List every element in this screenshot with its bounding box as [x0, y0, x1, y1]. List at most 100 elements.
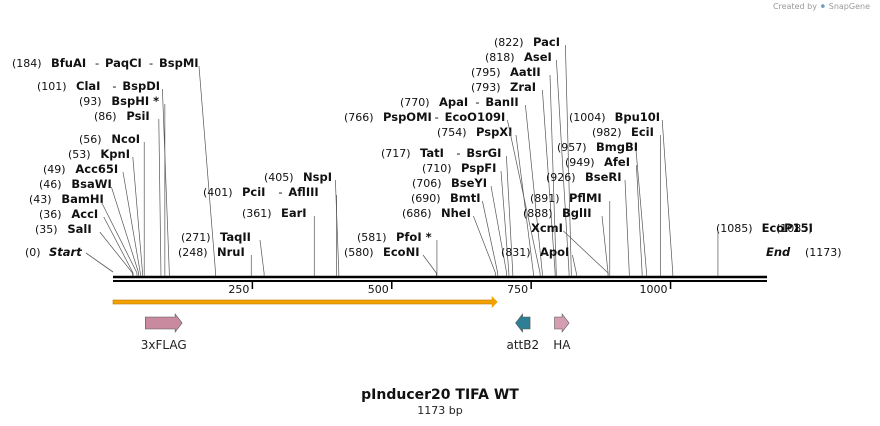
site-separator: -	[95, 56, 99, 70]
site-name: ZraI	[510, 80, 536, 94]
site-position: (43)	[29, 193, 52, 206]
site-ncoi[interactable]: (56) NcoI	[79, 132, 145, 276]
snapgene-logo: ⚫	[819, 2, 827, 11]
site-acc65i[interactable]: (49) Acc65I	[43, 162, 141, 276]
site-name: PspFI	[461, 161, 496, 175]
site-apai[interactable]: (770) ApaI - BanII	[400, 95, 543, 276]
site-leader	[636, 164, 643, 274]
site-name: BseRI	[585, 170, 622, 184]
site-leader	[635, 149, 647, 274]
site-name: EcoNI	[383, 245, 419, 259]
site-bfuai[interactable]: (184) BfuAI - PaqCI - BspMI	[12, 56, 216, 276]
site-name: EcoP15I	[762, 221, 813, 235]
site-position: (888)	[523, 207, 553, 220]
site-position: (36)	[39, 208, 62, 221]
sequence-backbone	[113, 275, 767, 282]
site-name: PflMI	[569, 191, 602, 205]
site-separator: -	[475, 95, 479, 109]
site-position: (706)	[412, 177, 442, 190]
site-taqii[interactable]: (271) TaqII	[181, 230, 265, 276]
site-tati[interactable]: (717) TatI - BsrGI	[381, 146, 514, 276]
site-position: (822)	[494, 36, 524, 49]
site-name: PsiI	[126, 109, 149, 123]
site-name: TaqII	[220, 230, 251, 244]
site-bmgbi[interactable]: (957) BmgBI	[557, 140, 647, 276]
site-asei[interactable]: (818) AseI	[485, 50, 570, 276]
site-bsawi[interactable]: (46) BsaWI	[39, 177, 139, 276]
site-name: NcoI	[111, 132, 140, 146]
site-leader	[473, 215, 496, 274]
site-position: (1085)	[716, 222, 753, 235]
site-bmti[interactable]: (690) BmtI	[411, 191, 499, 276]
site-pfoi[interactable]: (581) PfoI *	[357, 230, 438, 276]
site-name: NheI	[441, 206, 471, 220]
site-pcii[interactable]: (401) PciI - AflIII	[203, 185, 337, 276]
site-name: BmtI	[450, 191, 481, 205]
site-position: (35)	[35, 223, 58, 236]
site-position: (405)	[264, 171, 294, 184]
site-clai[interactable]: (101) ClaI - BspDI	[37, 79, 170, 276]
feature-3xflag[interactable]	[145, 313, 183, 333]
site-leader	[101, 201, 138, 274]
site-leader	[601, 215, 609, 274]
site-ecii[interactable]: (982) EciI	[592, 125, 661, 276]
site-position: (271)	[181, 231, 211, 244]
site-nspi[interactable]: (405) NspI	[264, 170, 340, 276]
site-aatii[interactable]: (795) AatII	[471, 65, 557, 276]
start-leader	[85, 252, 114, 273]
site-pspfi[interactable]: (710) PspFI	[422, 161, 510, 276]
site-ecop15i[interactable]: (1085) EcoP15I(1085)	[716, 221, 813, 276]
site-bseyi[interactable]: (706) BseYI	[412, 176, 507, 276]
site-name: AseI	[524, 50, 552, 64]
site-position: (982)	[592, 126, 622, 139]
site-position: (401)	[203, 186, 233, 199]
site-separator: -	[435, 110, 439, 124]
features-track: 3xFLAG attB2 HA	[141, 313, 571, 352]
site-bamhi[interactable]: (43) BamHI	[29, 192, 138, 276]
site-sali[interactable]: (35) SalI	[35, 222, 133, 276]
site-position: (580)	[344, 246, 374, 259]
site-leader	[507, 119, 541, 274]
feature-ha[interactable]	[554, 313, 570, 333]
site-econi[interactable]: (580) EcoNI	[344, 245, 437, 276]
site-pflmi[interactable]: (891) PflMI	[530, 191, 611, 276]
site-nhei[interactable]: (686) NheI	[402, 206, 496, 276]
site-name: AfeI	[604, 155, 630, 169]
site-pspxi[interactable]: (754) PspXI	[437, 125, 534, 276]
feature-attb2[interactable]	[515, 313, 531, 333]
enzyme-sites: (184) BfuAI - PaqCI - BspMI(101) ClaI - BspDI(93…	[12, 35, 813, 276]
site-acci[interactable]: (36) AccI	[39, 207, 134, 276]
site-alias: EcoO109I	[445, 110, 506, 124]
site-name: BmgBI	[596, 140, 638, 154]
site-position: (831)	[501, 246, 531, 259]
site-bsphi[interactable]: (93) BspHI *	[79, 94, 166, 276]
site-position: (795)	[471, 66, 501, 79]
site-eari[interactable]: (361) EarI	[242, 206, 315, 276]
site-apoi[interactable]: (831) ApoI	[501, 245, 577, 276]
site-leader	[525, 104, 543, 274]
site-name: EarI	[281, 206, 307, 220]
site-name: BsaWI	[71, 177, 111, 191]
site-name: KpnI	[100, 147, 130, 161]
site-leader	[556, 59, 570, 274]
site-leader	[542, 89, 556, 274]
end-position: (1173)	[805, 246, 842, 259]
site-paci[interactable]: (822) PacI	[494, 35, 572, 276]
orf-track[interactable]	[112, 296, 498, 308]
site-bglii[interactable]: (888) BglII	[523, 206, 609, 276]
site-kpni[interactable]: (53) KpnI	[68, 147, 143, 276]
site-separator: -	[278, 185, 282, 199]
site-xcmi[interactable]: XcmI	[531, 221, 609, 276]
site-afei[interactable]: (949) AfeI	[565, 155, 643, 276]
site-nrui[interactable]: (248) NruI	[178, 245, 252, 276]
site-bpu10i[interactable]: (1004) Bpu10I	[569, 110, 674, 276]
site-pspomi[interactable]: (766) PspOMI - EcoO109I	[344, 110, 541, 276]
map-title: pInducer20 TIFA WT	[361, 387, 519, 403]
site-bseri[interactable]: (926) BseRI	[546, 170, 630, 276]
site-psii[interactable]: (86) PsiI	[94, 109, 162, 276]
orf-bar[interactable]	[112, 299, 494, 305]
site-zrai[interactable]: (793) ZraI	[471, 80, 556, 276]
feature-label-3xflag: 3xFLAG	[141, 338, 187, 352]
site-name: NspI	[303, 170, 332, 184]
site-position: (690)	[411, 192, 441, 205]
